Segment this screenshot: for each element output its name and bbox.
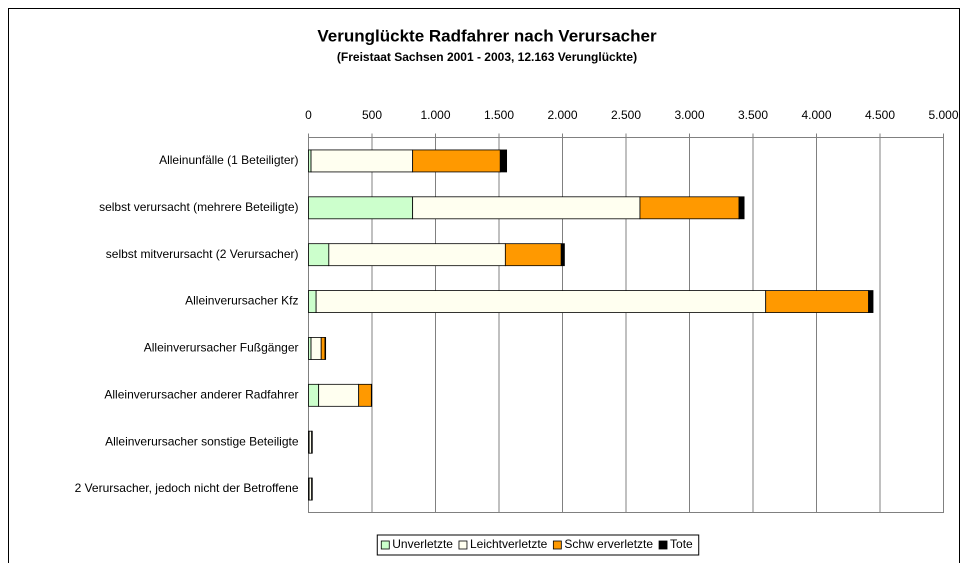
bar-segment xyxy=(328,243,506,267)
y-tick-label: Alleinverursacher anderer Radfahrer xyxy=(104,387,298,401)
bar-segment xyxy=(868,290,874,313)
legend-label: Unverletzte xyxy=(392,537,453,551)
x-tick-label: 500 xyxy=(362,108,382,122)
x-tick-label: 4.000 xyxy=(801,108,831,122)
bar-segment xyxy=(310,337,322,360)
legend-swatch xyxy=(458,540,468,550)
chart-title: Verunglückte Radfahrer nach Verursacher xyxy=(317,26,657,45)
bar-segment xyxy=(499,149,508,173)
bar-segment xyxy=(412,149,501,173)
bar-segment xyxy=(639,196,740,220)
bar-segment xyxy=(308,383,320,407)
chart-subtitle: (Freistaat Sachsen 2001 - 2003, 12.163 V… xyxy=(337,50,637,64)
bar-segment xyxy=(324,337,327,360)
x-tick-label: 5.000 xyxy=(928,108,958,122)
bar-segment xyxy=(765,290,869,313)
x-tick-label: 2.500 xyxy=(611,108,641,122)
legend-swatch xyxy=(380,540,390,550)
bar-segment xyxy=(311,430,313,454)
x-tick-label: 3.500 xyxy=(738,108,768,122)
legend-label: Tote xyxy=(670,537,693,551)
bar-segment xyxy=(412,196,641,220)
x-tick-label: 2.000 xyxy=(547,108,577,122)
y-tick-label: Alleinverursacher Kfz xyxy=(185,294,298,308)
legend-swatch xyxy=(658,540,668,550)
bar-segment xyxy=(311,477,313,501)
y-tick-label: 2 Verursacher, jedoch nicht der Betroffe… xyxy=(75,481,299,495)
legend-label: Leichtverletzte xyxy=(470,537,548,551)
bar-segment xyxy=(308,196,414,220)
bar-segment xyxy=(318,383,360,407)
legend-swatch xyxy=(552,540,562,550)
x-tick-label: 0 xyxy=(305,108,312,122)
y-tick-label: selbst verursacht (mehrere Beteiligte) xyxy=(99,200,298,214)
bar-segment xyxy=(308,290,317,313)
bar-segment xyxy=(504,243,562,267)
x-tick-label: 4.500 xyxy=(865,108,895,122)
y-tick-label: Alleinunfälle (1 Beteiligter) xyxy=(159,153,298,167)
bar-segment xyxy=(560,243,565,267)
bar-segment xyxy=(308,243,330,267)
bar-segment xyxy=(358,383,372,407)
y-tick-label: Alleinverursacher sonstige Beteiligte xyxy=(105,434,299,448)
bar-segment xyxy=(310,149,414,173)
bar-segment xyxy=(738,196,745,220)
legend xyxy=(376,534,700,556)
bar-segment xyxy=(320,337,326,360)
x-tick-label: 1.000 xyxy=(420,108,450,122)
legend-label: Schw erverletzte xyxy=(564,537,653,551)
y-tick-label: selbst mitverursacht (2 Verursacher) xyxy=(106,247,299,261)
bar-segment xyxy=(315,290,767,313)
x-tick-label: 1.500 xyxy=(484,108,514,122)
x-tick-label: 3.000 xyxy=(674,108,704,122)
y-tick-label: Alleinverursacher Fußgänger xyxy=(144,341,299,355)
